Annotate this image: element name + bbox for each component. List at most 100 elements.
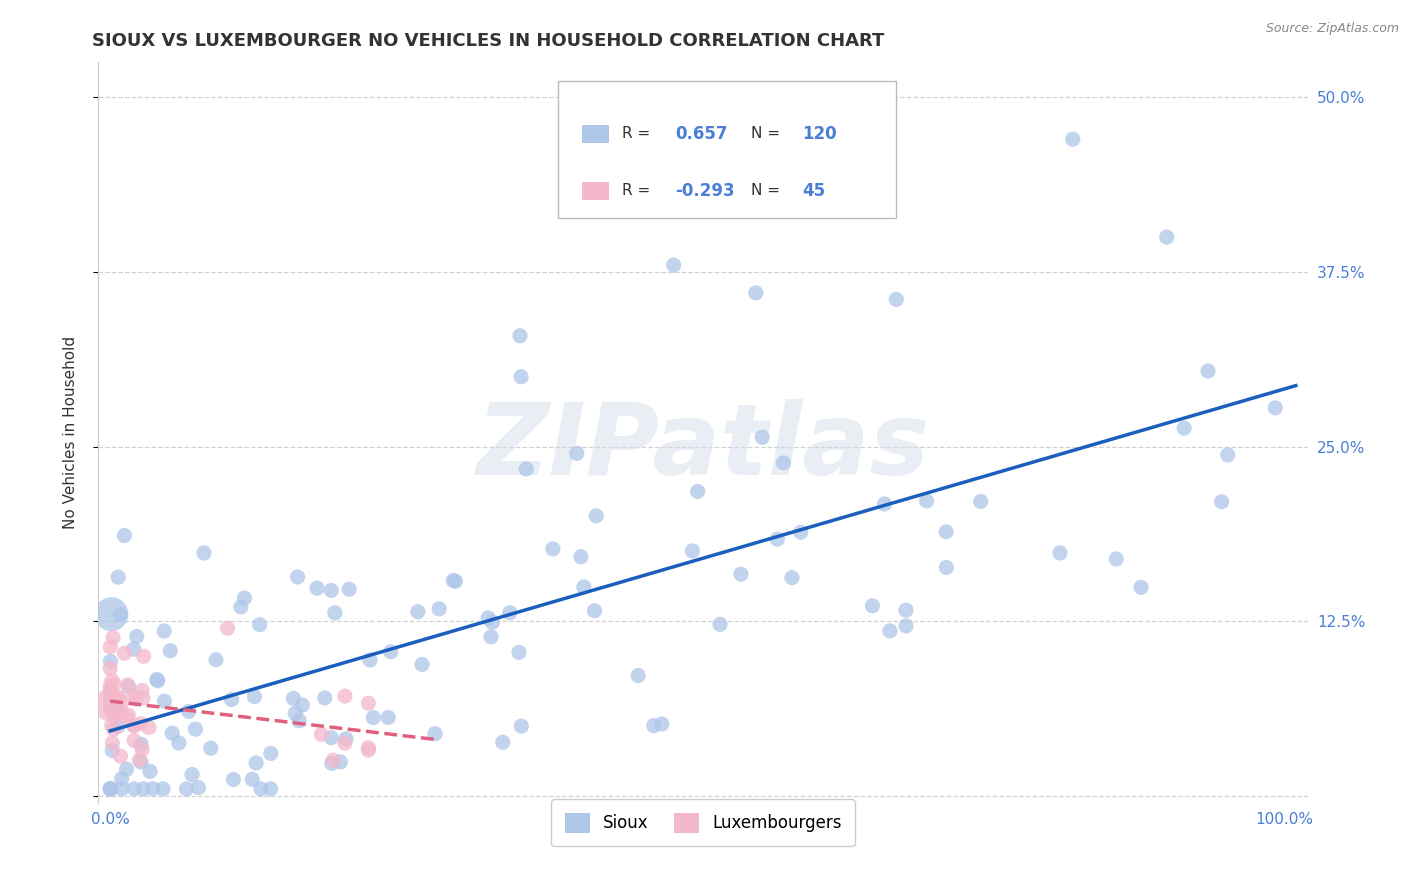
Point	[335, 731, 357, 746]
Point	[98, 781, 121, 796]
Point	[152, 781, 174, 796]
Point	[100, 654, 122, 668]
Point	[101, 673, 124, 688]
Point	[107, 719, 129, 733]
Point	[790, 525, 813, 540]
Point	[499, 606, 522, 620]
Point	[423, 727, 446, 741]
Point	[894, 603, 917, 617]
Point	[427, 602, 450, 616]
Point	[243, 690, 266, 704]
Point	[406, 605, 429, 619]
Point	[751, 430, 773, 444]
Point	[107, 690, 129, 705]
Text: 45: 45	[803, 182, 825, 200]
Point	[1105, 552, 1128, 566]
Point	[662, 258, 685, 272]
Point	[627, 668, 650, 682]
Point	[111, 781, 134, 796]
Point	[307, 581, 329, 595]
Point	[321, 731, 343, 745]
Point	[187, 780, 209, 795]
Point	[583, 604, 606, 618]
Point	[122, 642, 145, 657]
Point	[129, 737, 152, 751]
Point	[411, 657, 433, 672]
Point	[105, 694, 128, 708]
Point	[321, 756, 343, 771]
Text: Source: ZipAtlas.com: Source: ZipAtlas.com	[1265, 22, 1399, 36]
Point	[321, 583, 343, 598]
Point	[643, 718, 665, 732]
Point	[291, 698, 314, 712]
Point	[323, 606, 346, 620]
Point	[879, 624, 901, 638]
Point	[329, 755, 352, 769]
Point	[132, 781, 155, 796]
Point	[935, 560, 957, 574]
Y-axis label: No Vehicles in Household: No Vehicles in Household	[63, 336, 77, 529]
Point	[1130, 580, 1153, 594]
Point	[333, 689, 356, 703]
Point	[184, 722, 207, 736]
Point	[98, 661, 121, 675]
FancyBboxPatch shape	[582, 182, 609, 200]
Point	[337, 582, 360, 597]
Point	[510, 369, 533, 384]
Text: 0.657: 0.657	[675, 125, 728, 143]
Point	[132, 649, 155, 664]
Point	[873, 497, 896, 511]
Point	[108, 607, 131, 622]
Point	[441, 574, 464, 588]
Point	[101, 736, 124, 750]
Point	[686, 484, 709, 499]
Point	[245, 756, 267, 770]
Point	[100, 781, 122, 796]
Point	[221, 692, 243, 706]
Point	[709, 617, 731, 632]
Point	[115, 710, 138, 724]
Point	[240, 772, 263, 787]
Point	[1211, 494, 1233, 508]
Point	[122, 689, 145, 703]
Point	[780, 571, 803, 585]
Point	[98, 640, 121, 654]
Point	[288, 714, 311, 728]
Point	[311, 727, 333, 741]
Point	[98, 679, 121, 693]
Point	[380, 645, 402, 659]
Point	[541, 541, 564, 556]
Text: SIOUX VS LUXEMBOURGER NO VEHICLES IN HOUSEHOLD CORRELATION CHART: SIOUX VS LUXEMBOURGER NO VEHICLES IN HOU…	[93, 32, 884, 50]
Point	[112, 646, 135, 660]
Text: R =: R =	[621, 127, 655, 142]
Point	[766, 532, 789, 546]
Point	[884, 293, 907, 307]
Point	[745, 285, 768, 300]
Point	[860, 599, 883, 613]
FancyBboxPatch shape	[582, 125, 609, 143]
Point	[98, 684, 121, 698]
Point	[117, 680, 139, 694]
Point	[167, 736, 190, 750]
Point	[115, 762, 138, 776]
Point	[100, 718, 122, 732]
Legend: Sioux, Luxembourgers: Sioux, Luxembourgers	[551, 799, 855, 847]
Point	[565, 446, 588, 460]
Point	[101, 631, 124, 645]
Point	[681, 544, 703, 558]
Point	[572, 580, 595, 594]
Point	[314, 690, 336, 705]
Point	[117, 708, 139, 723]
Point	[585, 508, 607, 523]
Point	[1173, 421, 1195, 435]
Point	[103, 722, 125, 736]
Point	[477, 611, 499, 625]
Point	[98, 781, 121, 796]
Point	[363, 710, 385, 724]
Point	[100, 691, 122, 706]
Point	[444, 574, 467, 589]
Point	[100, 698, 122, 712]
Point	[128, 753, 150, 767]
Point	[915, 494, 938, 508]
Point	[509, 328, 531, 343]
